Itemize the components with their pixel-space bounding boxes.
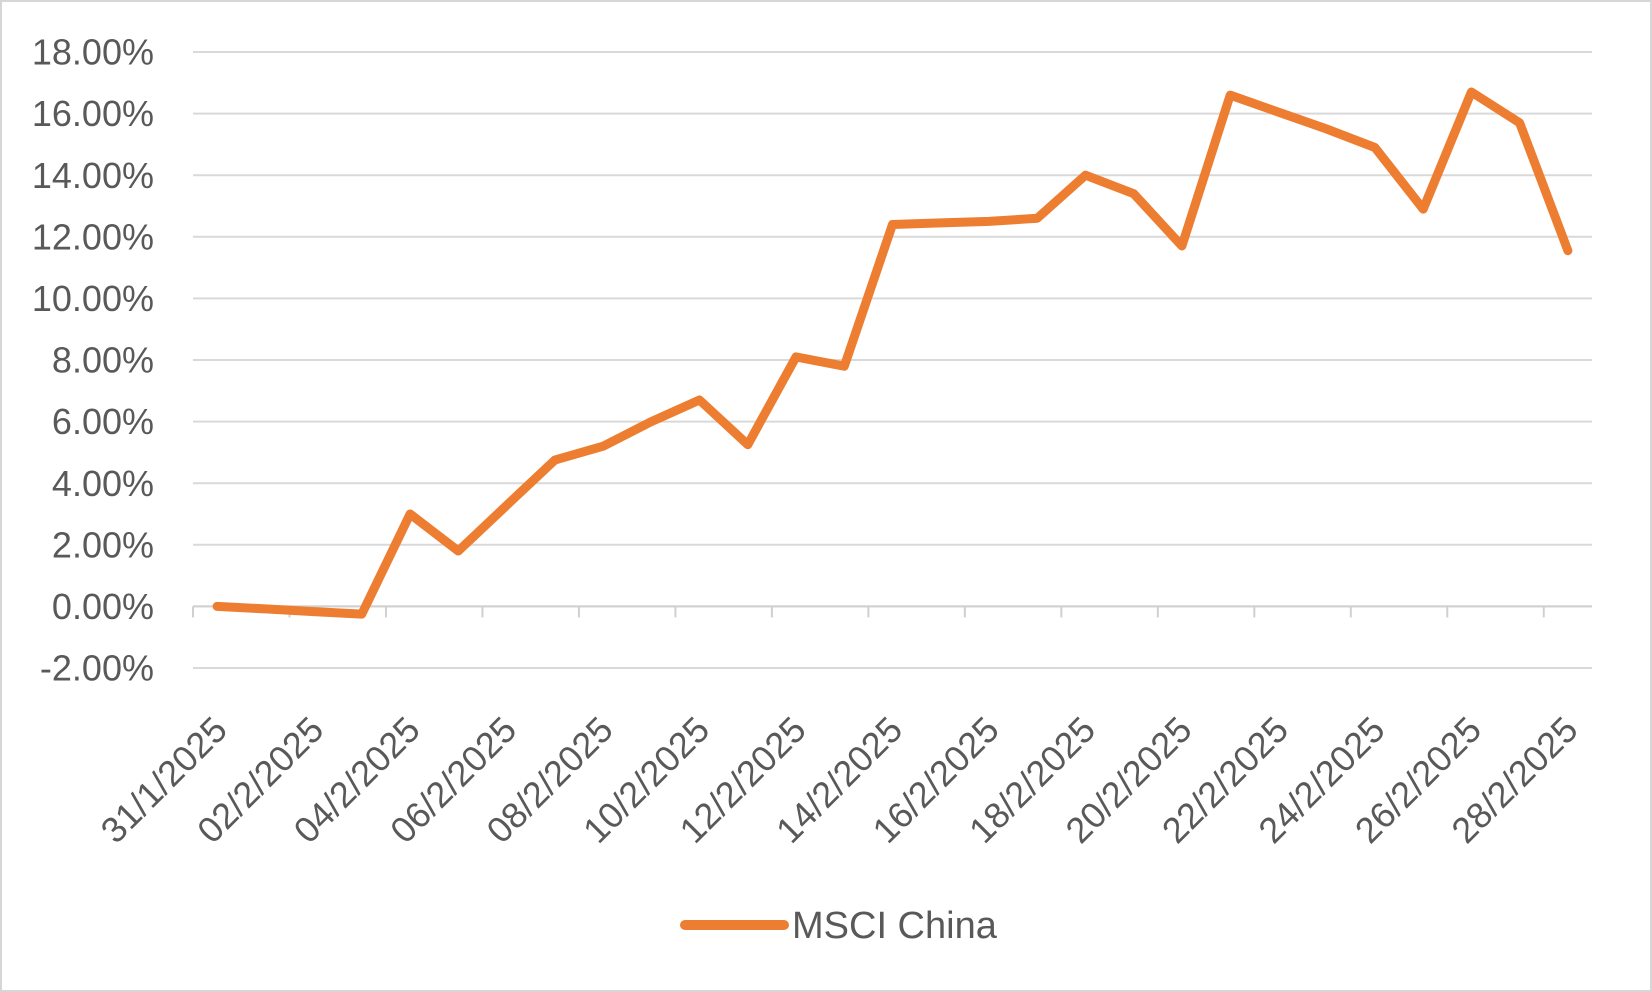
x-axis-labels-group: 31/1/202502/2/202504/2/202506/2/202508/2… [93,709,1586,851]
legend-group: MSCI China [680,905,998,947]
y-axis-tick-label: 14.00% [32,155,154,196]
y-axis-labels-group: 18.00% 16.00% 14.00% 12.00% 10.00% 8.00% 6.00%… [32,32,154,689]
y-axis-tick-label: 8.00% [52,340,154,381]
y-axis-tick-label: 0.00% [52,586,154,627]
series-group [212,87,1573,619]
y-axis-tick-label: 12.00% [32,216,154,257]
legend-label: MSCI China [792,905,998,947]
y-axis-tick-label: 6.00% [52,401,154,442]
x-axis-group [192,605,1592,618]
series-line-msci-china [212,87,1573,619]
gridlines-group [193,51,1592,669]
y-axis-tick-label: 16.00% [32,93,154,134]
y-axis-tick-label: 2.00% [52,524,154,565]
y-axis-tick-label: -2.00% [40,648,154,689]
y-axis-tick-label: 18.00% [32,32,154,73]
y-axis-tick-label: 4.00% [52,463,154,504]
y-axis-tick-label: 10.00% [32,278,154,319]
